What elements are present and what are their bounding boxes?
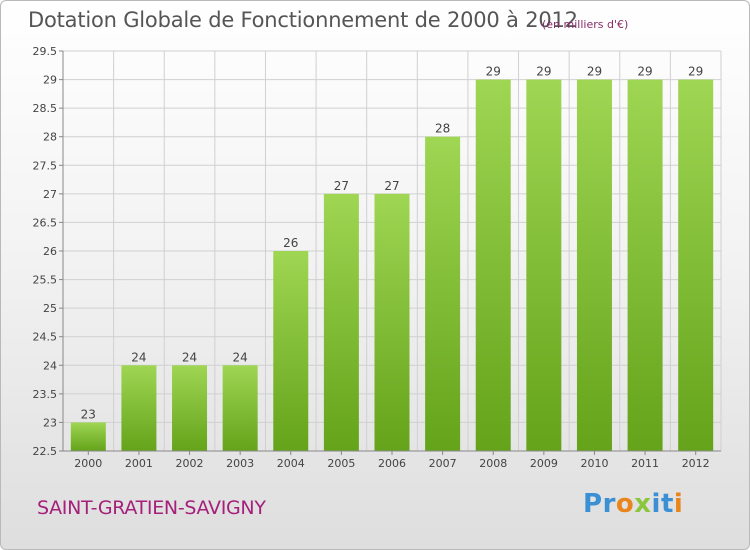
data-label: 23	[81, 407, 96, 421]
x-tick-label: 2010	[580, 457, 608, 470]
bar	[678, 79, 714, 452]
bar	[172, 365, 208, 451]
bar	[425, 136, 461, 451]
logo-letter: t	[660, 489, 674, 519]
bar	[70, 422, 106, 451]
y-tick-label: 25	[43, 302, 57, 315]
logo-letter: r	[602, 489, 616, 519]
x-tick-label: 2003	[226, 457, 254, 470]
x-tick-label: 2008	[479, 457, 507, 470]
y-tick-label: 26	[43, 245, 57, 258]
y-tick-label: 24.5	[33, 331, 58, 344]
bar	[475, 79, 511, 452]
chart-title: Dotation Globale de Fonctionnement de 20…	[28, 8, 578, 32]
x-tick-label: 2011	[631, 457, 659, 470]
x-tick-label: 2006	[378, 457, 406, 470]
x-tick-label: 2009	[530, 457, 558, 470]
bar	[526, 79, 562, 452]
x-tick-label: 2007	[429, 457, 457, 470]
data-label: 24	[233, 350, 248, 364]
bar	[121, 365, 157, 451]
bar	[323, 193, 359, 451]
logo-letter: i	[673, 489, 684, 519]
data-label: 29	[536, 65, 551, 79]
bar	[273, 251, 309, 451]
x-tick-label: 2000	[74, 457, 102, 470]
y-tick-label: 24	[43, 359, 57, 372]
bars	[70, 79, 714, 452]
y-tick-label: 23.5	[33, 388, 58, 401]
y-tick-label: 22.5	[33, 445, 58, 458]
labels: 23 24 24 24 26 27 27 28 29 29 29 29 29	[81, 65, 704, 422]
chart-subtitle: (en milliers d'€)	[542, 18, 629, 31]
y-tick-label: 25.5	[33, 274, 58, 287]
x-tick-label: 2004	[277, 457, 305, 470]
logo-letter: P	[583, 489, 603, 519]
y-tick-label: 27	[43, 188, 57, 201]
data-label: 27	[334, 179, 349, 193]
x-tick-label: 2005	[327, 457, 355, 470]
data-label: 28	[435, 122, 450, 136]
data-label: 26	[283, 236, 298, 250]
y-tick-label: 29	[43, 74, 57, 87]
bar	[222, 365, 258, 451]
data-label: 29	[486, 65, 501, 79]
logo-letter: x	[634, 489, 652, 519]
data-label: 24	[131, 350, 146, 364]
y-tick-label: 28	[43, 131, 57, 144]
bar	[576, 79, 612, 452]
data-label: 29	[637, 65, 652, 79]
x-tick-label: 2012	[682, 457, 710, 470]
x-tick-label: 2001	[125, 457, 153, 470]
logo-letter: i	[651, 489, 661, 519]
proxiti-logo[interactable]: Proxiti	[583, 489, 683, 519]
place-name: SAINT-GRATIEN-SAVIGNY	[37, 497, 266, 519]
data-label: 24	[182, 350, 197, 364]
y-tick-label: 27.5	[33, 159, 58, 172]
bar	[374, 193, 410, 451]
data-label: 29	[688, 65, 703, 79]
axes: 22.5 23 23.5 24 24.5 25 25.5 26 26.5 27 27.5 28 28.5…	[33, 45, 721, 470]
y-tick-label: 28.5	[33, 102, 58, 115]
x-tick-label: 2002	[176, 457, 204, 470]
y-tick-label: 26.5	[33, 216, 58, 229]
data-label: 29	[587, 65, 602, 79]
y-tick-label: 23	[43, 416, 57, 429]
logo-letter: o	[615, 489, 635, 519]
y-tick-label: 29.5	[33, 45, 58, 58]
data-label: 27	[384, 179, 399, 193]
bar	[627, 79, 663, 452]
